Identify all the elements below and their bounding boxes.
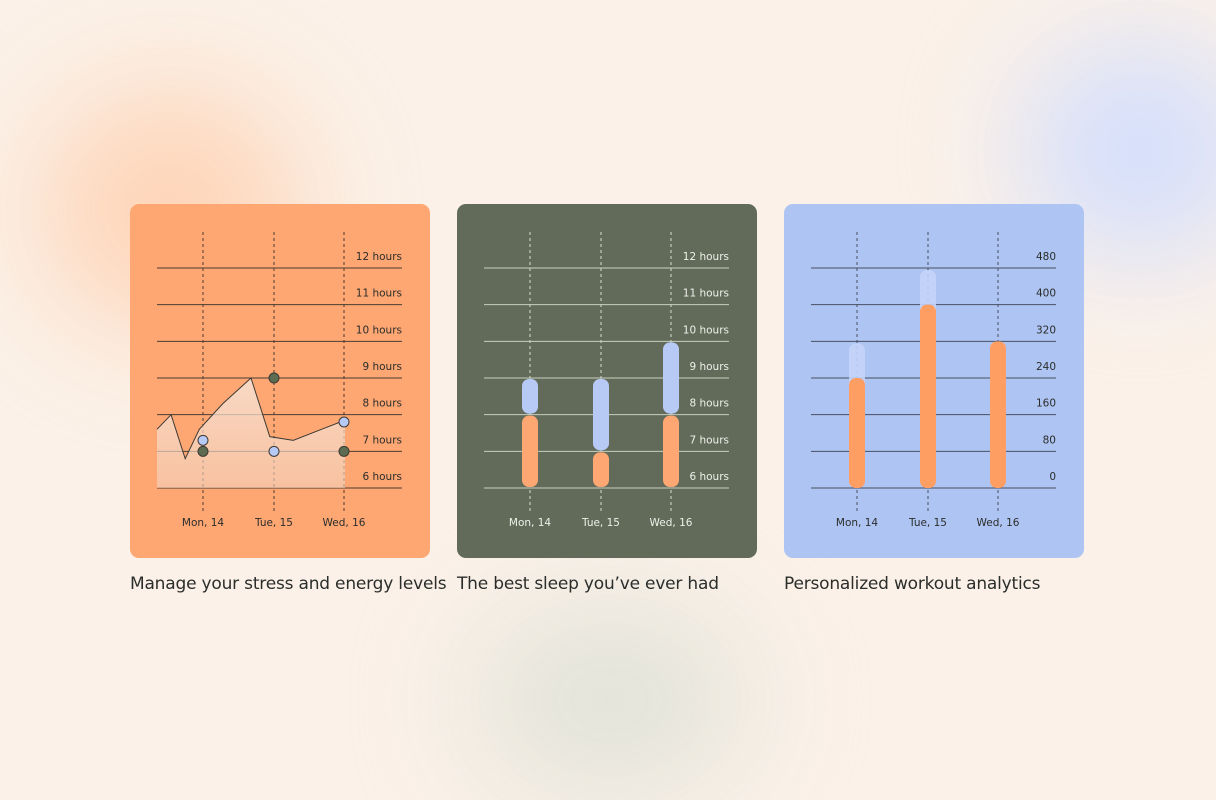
x-tick-label: Mon, 14	[182, 517, 224, 529]
y-tick-label: 0	[1049, 471, 1056, 483]
y-tick-label: 6 hours	[362, 471, 402, 483]
sleep-bar-segment	[663, 342, 679, 414]
workout-value-bar	[849, 378, 865, 488]
y-tick-label: 480	[1036, 251, 1056, 263]
x-tick-label: Mon, 14	[836, 517, 878, 529]
y-tick-label: 160	[1036, 398, 1056, 410]
sleep-chart-card: 6 hours 7 hours 8 hours 9 hours 10 hours 11 h…	[457, 204, 757, 558]
workout-chart-card: 0 80 160 240 320 400 480 Mon, 14 Tue, 15 Wed, 16	[784, 204, 1084, 558]
y-tick-label: 11 hours	[683, 288, 729, 300]
workout-value-bar	[990, 341, 1006, 488]
y-tick-label: 10 hours	[356, 324, 402, 336]
x-tick-label: Wed, 16	[323, 517, 366, 529]
y-tick-label: 12 hours	[356, 251, 402, 263]
x-tick-label: Tue, 15	[581, 517, 620, 529]
y-tick-label: 8 hours	[689, 398, 729, 410]
y-tick-label: 320	[1036, 324, 1056, 336]
workout-caption: Personalized workout analytics	[784, 574, 1041, 594]
sleep-bar-segment	[663, 415, 679, 487]
sleep-bar-segment	[593, 452, 609, 487]
stress-data-point	[197, 434, 209, 446]
y-tick-label: 7 hours	[689, 434, 729, 446]
stress-data-point	[338, 445, 350, 457]
y-tick-label: 400	[1036, 288, 1056, 300]
y-tick-label: 10 hours	[683, 324, 729, 336]
stress-area-outline	[156, 377, 345, 461]
y-tick-label: 80	[1043, 434, 1056, 446]
sleep-chart: 6 hours 7 hours 8 hours 9 hours 10 hours 11 h…	[484, 232, 729, 529]
stress-data-point	[197, 445, 209, 457]
sleep-bar-segment	[593, 379, 609, 451]
stress-chart: 6 hours 7 hours 8 hours 9 hours 10 hours 11 h…	[156, 232, 402, 529]
y-tick-label: 6 hours	[689, 471, 729, 483]
x-tick-label: Tue, 15	[908, 517, 947, 529]
x-tick-label: Wed, 16	[650, 517, 693, 529]
stress-caption: Manage your stress and energy levels	[130, 574, 447, 594]
y-tick-label: 9 hours	[362, 361, 402, 373]
stress-data-point	[268, 445, 280, 457]
y-tick-label: 240	[1036, 361, 1056, 373]
y-tick-label: 9 hours	[689, 361, 729, 373]
y-tick-label: 11 hours	[356, 288, 402, 300]
workout-value-bar	[920, 304, 936, 488]
stress-data-point	[338, 416, 350, 428]
stress-chart-card: 6 hours 7 hours 8 hours 9 hours 10 hours 11 h…	[130, 204, 430, 558]
sleep-bar-segment	[522, 415, 538, 487]
x-tick-label: Mon, 14	[509, 517, 551, 529]
stress-area	[157, 378, 345, 488]
workout-chart: 0 80 160 240 320 400 480 Mon, 14 Tue, 15 Wed, 16	[811, 232, 1056, 529]
y-tick-label: 8 hours	[362, 398, 402, 410]
stress-data-point	[268, 372, 280, 384]
x-tick-label: Tue, 15	[254, 517, 293, 529]
sleep-caption: The best sleep you’ve ever had	[457, 574, 719, 594]
background-glow-green	[470, 600, 750, 800]
y-tick-label: 7 hours	[362, 434, 402, 446]
sleep-bar-segment	[522, 379, 538, 414]
x-tick-label: Wed, 16	[977, 517, 1020, 529]
y-tick-label: 12 hours	[683, 251, 729, 263]
